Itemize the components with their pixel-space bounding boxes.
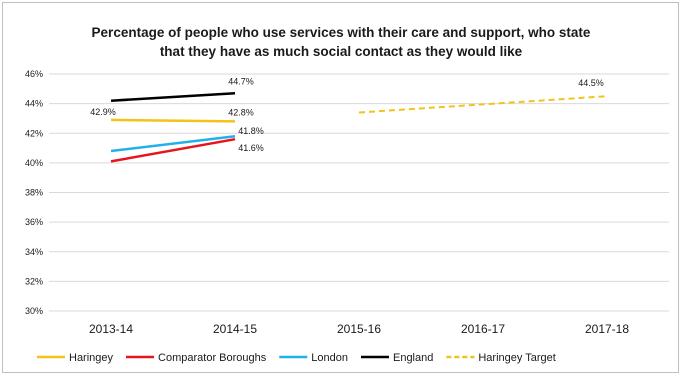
- legend: Haringey Comparator Boroughs London England…: [37, 352, 556, 364]
- y-tick-label: 38%: [25, 188, 43, 198]
- y-tick-label: 32%: [25, 276, 43, 286]
- data-label: 42.9%: [90, 107, 116, 117]
- y-tick-label: 42%: [25, 128, 43, 138]
- legend-label: London: [311, 352, 348, 364]
- legend-item: Comparator Boroughs: [126, 352, 267, 364]
- x-axis-ticks: 2013-14 2014-15 2015-16 2016-17 2017-18: [89, 322, 629, 336]
- y-tick-label: 46%: [25, 69, 43, 79]
- x-tick-label: 2015-16: [337, 322, 381, 336]
- legend-label: Comparator Boroughs: [158, 352, 267, 364]
- chart-title: Percentage of people who use services wi…: [92, 25, 591, 59]
- y-tick-label: 36%: [25, 217, 43, 227]
- data-labels: 42.9% 42.8% 41.6% 41.8% 44.7% 44.5%: [90, 76, 604, 153]
- series-line: [110, 92, 236, 102]
- legend-item: London: [279, 352, 348, 364]
- chart-frame: Percentage of people who use services wi…: [2, 2, 679, 373]
- x-tick-label: 2017-18: [585, 322, 629, 336]
- series-line: [110, 134, 236, 153]
- data-label: 41.6%: [238, 143, 264, 153]
- y-tick-label: 44%: [25, 99, 43, 109]
- x-tick-label: 2013-14: [89, 322, 133, 336]
- y-tick-label: 40%: [25, 158, 43, 168]
- data-label: 42.8%: [228, 107, 254, 117]
- data-label: 44.7%: [228, 76, 254, 86]
- legend-item: Haringey: [37, 352, 114, 364]
- data-label: 41.8%: [238, 126, 264, 136]
- series-lines: [110, 92, 608, 163]
- line-chart: Percentage of people who use services wi…: [25, 25, 669, 364]
- gridlines: [49, 73, 669, 312]
- legend-label: Haringey: [69, 352, 114, 364]
- x-tick-label: 2014-15: [213, 322, 257, 336]
- y-tick-label: 34%: [25, 247, 43, 257]
- x-tick-label: 2016-17: [461, 322, 505, 336]
- legend-label: Haringey Target: [478, 352, 555, 364]
- y-axis-ticks: 30% 32% 34% 36% 38% 40% 42% 44% 46%: [25, 69, 43, 316]
- legend-item: England: [360, 352, 433, 364]
- data-label: 44.5%: [578, 78, 604, 88]
- legend-item: Haringey Target: [446, 352, 556, 364]
- chart-title-line-1: Percentage of people who use services wi…: [92, 25, 591, 40]
- legend-label: England: [393, 352, 433, 364]
- series-line: [110, 118, 236, 123]
- y-tick-label: 30%: [25, 306, 43, 316]
- chart-title-line-2: that they have as much social contact as…: [160, 44, 523, 59]
- series-line: [110, 137, 236, 163]
- series-line: [358, 95, 608, 114]
